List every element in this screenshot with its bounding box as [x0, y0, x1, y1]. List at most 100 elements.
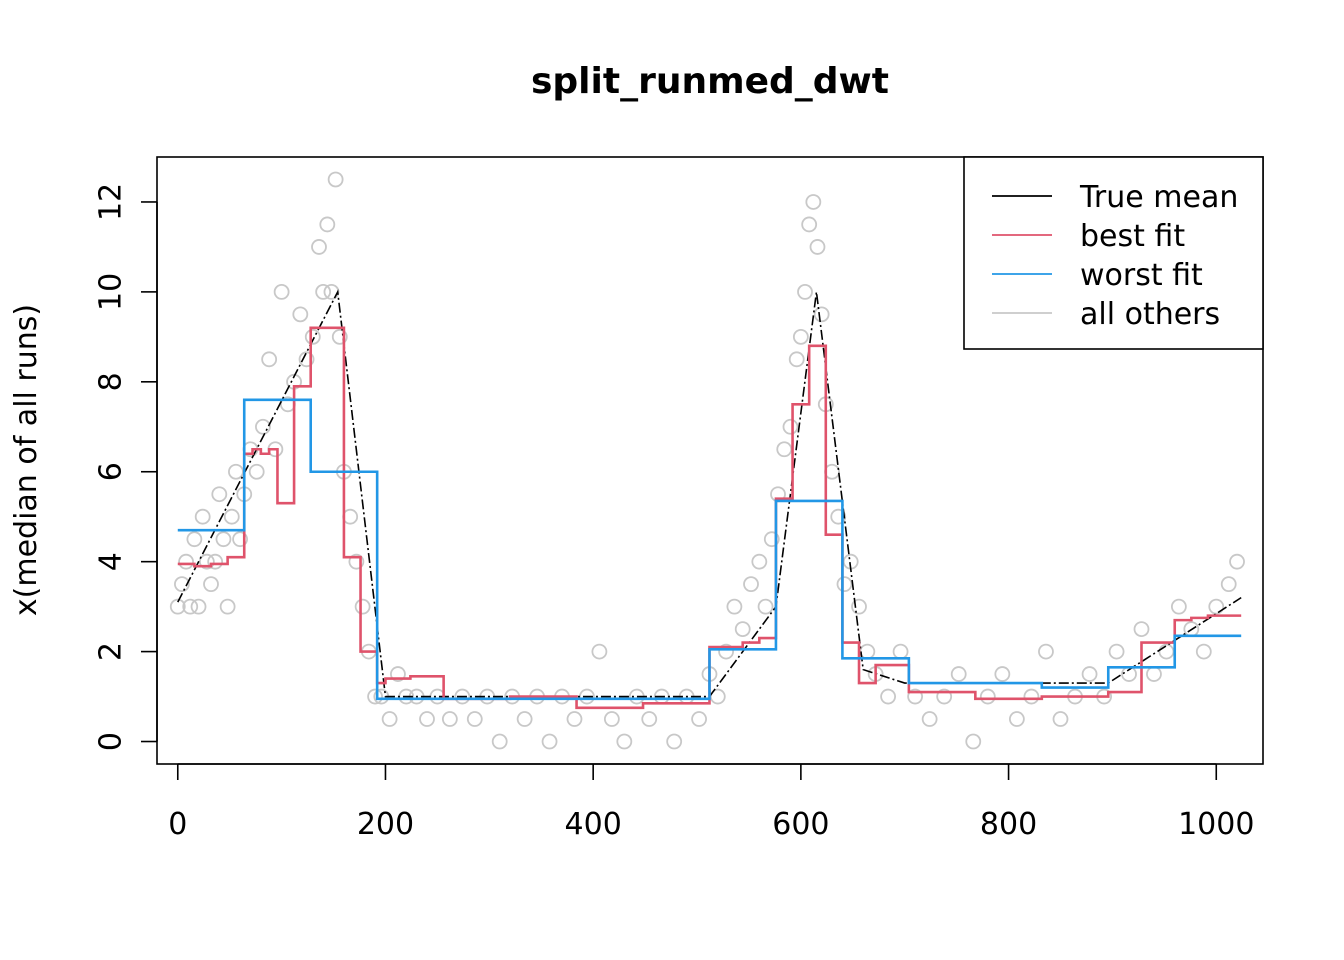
data-point	[751, 553, 768, 570]
data-point	[342, 508, 359, 525]
data-point	[203, 576, 219, 593]
data-point	[311, 239, 327, 255]
data-point	[211, 486, 228, 503]
data-point	[718, 643, 734, 660]
data-point	[1229, 553, 1245, 570]
data-point	[219, 598, 236, 615]
data-point	[907, 688, 924, 705]
data-point	[207, 553, 224, 570]
data-point	[1195, 643, 1212, 660]
x-tick-label: 600	[772, 807, 829, 842]
data-point	[797, 283, 813, 300]
data-point	[936, 688, 953, 705]
series-line-true-mean	[177, 289, 1242, 698]
data-point	[491, 733, 508, 750]
data-point	[830, 508, 847, 525]
data-point	[1208, 598, 1225, 615]
data-point	[182, 598, 199, 615]
data-point	[1008, 711, 1025, 727]
data-point	[603, 711, 620, 727]
data-point	[979, 688, 996, 705]
legend-label: worst fit	[1080, 258, 1203, 293]
data-point	[950, 666, 967, 682]
data-point	[1023, 688, 1040, 705]
x-tick-label: 400	[565, 807, 622, 842]
data-point	[726, 598, 743, 615]
legend-label: best fit	[1080, 219, 1185, 254]
data-point	[390, 666, 406, 682]
data-point	[331, 328, 348, 345]
y-tick-label: 10	[94, 273, 129, 311]
data-point	[965, 733, 982, 750]
y-axis-label: x(median of all runs)	[9, 304, 44, 616]
data-point	[801, 216, 818, 233]
y-tick-label: 12	[94, 183, 129, 221]
data-point	[591, 643, 608, 660]
y-tick-label: 0	[94, 732, 129, 751]
data-point	[616, 733, 633, 750]
data-point	[419, 711, 435, 727]
data-point	[261, 351, 278, 368]
data-point	[809, 239, 826, 255]
data-point	[292, 306, 309, 323]
data-point	[327, 171, 344, 188]
y-tick-label: 4	[94, 552, 129, 571]
data-point	[1052, 711, 1069, 727]
data-point	[788, 351, 805, 368]
data-point	[782, 418, 799, 435]
data-point	[880, 688, 897, 705]
data-point	[1158, 643, 1175, 660]
data-point	[381, 711, 398, 727]
data-point	[516, 711, 533, 727]
x-axis: 0 200 400 600 800 1000	[168, 763, 1254, 842]
data-point	[248, 463, 265, 480]
y-tick-label: 2	[94, 642, 129, 661]
data-point	[174, 576, 190, 593]
series-line-best-fit	[177, 326, 1242, 710]
data-point	[1220, 576, 1237, 593]
data-point	[734, 621, 751, 638]
chart-title: split_runmed_dwt	[531, 61, 889, 102]
data-point	[1038, 643, 1054, 660]
data-point	[805, 194, 822, 210]
data-point	[757, 598, 774, 615]
legend-label: all others	[1080, 297, 1220, 332]
y-tick-label: 8	[94, 372, 129, 391]
data-point	[1081, 666, 1098, 682]
x-tick-label: 0	[168, 807, 187, 842]
data-point	[851, 598, 867, 615]
data-point	[1133, 621, 1150, 638]
data-point	[198, 553, 215, 570]
data-point	[367, 688, 383, 705]
series-line-worst-fit	[177, 398, 1242, 701]
data-point	[466, 711, 483, 727]
data-point	[319, 216, 336, 233]
data-point	[1170, 598, 1187, 615]
data-point	[255, 418, 271, 435]
data-point	[232, 531, 248, 548]
data-point	[169, 598, 186, 615]
data-point	[743, 576, 759, 593]
data-point	[215, 531, 232, 548]
data-point	[666, 733, 683, 750]
data-point	[691, 711, 707, 727]
data-point	[315, 283, 332, 300]
data-point	[792, 328, 809, 345]
data-point	[1108, 643, 1125, 660]
data-point	[178, 553, 194, 570]
data-point	[824, 463, 840, 480]
data-point	[323, 283, 340, 300]
data-point	[566, 711, 583, 727]
legend-box	[963, 156, 1264, 350]
data-point	[813, 306, 830, 323]
x-tick-label: 800	[980, 807, 1037, 842]
x-tick-label: 200	[357, 807, 414, 842]
data-point	[776, 441, 793, 458]
data-point	[348, 553, 365, 570]
data-point	[186, 531, 203, 548]
data-point	[273, 283, 290, 300]
x-tick-label: 1000	[1178, 807, 1254, 842]
data-point	[1146, 666, 1162, 682]
data-point	[354, 598, 371, 615]
